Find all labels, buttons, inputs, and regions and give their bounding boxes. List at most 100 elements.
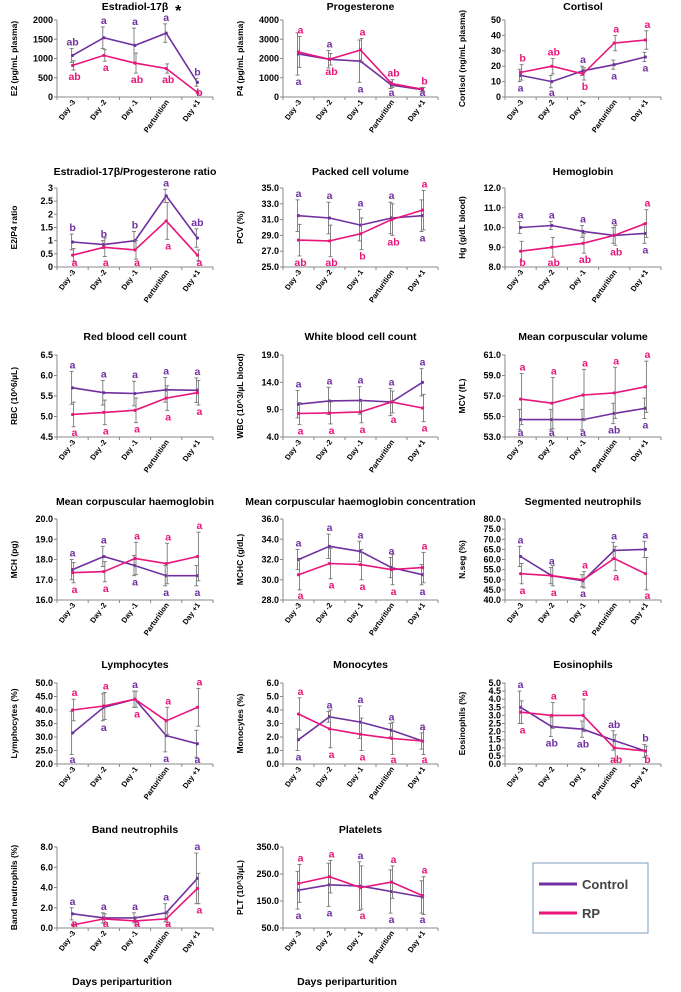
- y-tick-label: 80.0: [483, 514, 501, 524]
- significance-letter: ab: [131, 74, 143, 86]
- series-rp: a a a a a: [296, 686, 428, 766]
- series-control: aba a ab: [66, 12, 201, 87]
- y-axis-label: PCV (%): [235, 211, 245, 244]
- data-point: [358, 885, 363, 890]
- significance-letter: a: [611, 70, 617, 82]
- significance-letter: a: [391, 754, 397, 766]
- series-rp: ab ab b ab a: [294, 178, 427, 269]
- data-point: [643, 385, 648, 389]
- significance-letter: a: [329, 580, 335, 592]
- x-tick-label: Day -1: [345, 438, 365, 462]
- legend-label-rp: RP: [582, 906, 600, 921]
- significance-letter: a: [358, 529, 364, 541]
- panel-title: Band neutrophils: [92, 824, 178, 836]
- significance-letter: a: [358, 850, 364, 862]
- data-point: [195, 554, 199, 559]
- significance-letter: a: [165, 531, 171, 543]
- significance-letter: a: [358, 83, 364, 95]
- significance-letter: ab: [577, 738, 589, 750]
- y-tick-label: 28.0: [261, 595, 279, 605]
- significance-letter: ab: [610, 754, 622, 766]
- significance-letter: a: [644, 19, 650, 31]
- data-point: [643, 547, 648, 551]
- y-tick-label: 29.0: [261, 230, 279, 240]
- significance-letter: a: [165, 411, 171, 423]
- significance-letter: a: [422, 178, 428, 190]
- y-tick-label: 2: [48, 209, 53, 219]
- y-tick-label: 1.0: [266, 746, 279, 756]
- data-point: [296, 50, 301, 54]
- y-tick-label: 1000: [259, 73, 279, 83]
- y-axis-label: MCV (fL): [457, 378, 467, 413]
- y-tick-label: 6.0: [266, 678, 279, 688]
- y-tick-label: 5.0: [488, 678, 501, 688]
- data-point: [550, 223, 554, 228]
- y-tick-label: 4000: [259, 15, 279, 25]
- y-tick-label: 250.0: [256, 869, 279, 879]
- x-tick-label: Day -3: [505, 438, 525, 462]
- significance-letter: a: [642, 529, 648, 541]
- data-point: [581, 241, 585, 245]
- y-tick-label: 50.0: [261, 923, 279, 933]
- y-tick-label: 25.0: [261, 262, 279, 272]
- significance-letter: a: [163, 753, 169, 765]
- significance-letter: a: [72, 918, 78, 930]
- significance-letter: a: [360, 752, 366, 764]
- y-tick-label: 5.5: [40, 391, 53, 401]
- significance-letter: a: [132, 901, 138, 913]
- significance-letter: a: [196, 905, 202, 917]
- panel-title: Hemoglobin: [553, 166, 614, 178]
- data-point: [389, 736, 394, 740]
- y-tick-label: 10: [491, 77, 501, 87]
- data-point: [358, 732, 363, 736]
- significance-letter: a: [296, 379, 302, 391]
- data-point: [581, 229, 585, 234]
- significance-letter: a: [518, 534, 524, 546]
- y-tick-label: 2.5: [40, 196, 53, 206]
- significance-letter: a: [389, 712, 395, 724]
- x-tick-label: Parturition: [367, 929, 396, 966]
- x-tick-label: Day -2: [314, 929, 334, 953]
- significance-letter: a: [329, 749, 335, 761]
- y-tick-label: 4.5: [488, 686, 501, 696]
- series-rp: a ab a ab b: [296, 25, 428, 92]
- y-axis-label: PLT (10^3/µL): [235, 860, 245, 915]
- significance-letter: a: [296, 76, 302, 88]
- significance-letter: a: [329, 425, 335, 437]
- data-point: [71, 386, 75, 390]
- data-point: [296, 881, 301, 886]
- y-tick-label: 0.0: [266, 759, 279, 769]
- x-tick-label: Parturition: [590, 98, 619, 135]
- x-tick-label: Day -3: [283, 929, 303, 953]
- significance-letter: a: [518, 427, 524, 439]
- significance-letter: b: [196, 87, 202, 99]
- significance-asterisk: *: [175, 3, 182, 20]
- y-tick-label: 19.0: [35, 534, 53, 544]
- x-tick-label: Day -3: [57, 268, 77, 292]
- y-tick-label: 5.0: [40, 412, 53, 422]
- panel-title: Monocytes: [333, 659, 388, 671]
- data-point: [519, 572, 523, 576]
- significance-letter: a: [518, 83, 524, 95]
- y-tick-label: 40.0: [35, 705, 53, 715]
- y-tick-label: 61.0: [483, 350, 501, 360]
- significance-letter: a: [358, 375, 364, 387]
- data-point: [550, 245, 554, 249]
- y-axis-label: Cortisol (ng/mL plasma): [457, 10, 467, 107]
- data-point: [164, 561, 168, 566]
- y-tick-label: 0: [496, 92, 501, 102]
- significance-letter: a: [163, 892, 169, 904]
- significance-letter: a: [360, 424, 366, 436]
- significance-letter: a: [296, 752, 302, 764]
- significance-letter: a: [165, 240, 171, 252]
- significance-letter: a: [103, 583, 109, 595]
- x-tick-label: Day -2: [88, 601, 108, 625]
- x-tick-label: Day +1: [181, 438, 202, 463]
- x-tick-label: Day -1: [119, 765, 139, 789]
- significance-letter: a: [518, 679, 524, 691]
- x-tick-label: Day -1: [567, 438, 587, 462]
- significance-letter: a: [327, 39, 333, 51]
